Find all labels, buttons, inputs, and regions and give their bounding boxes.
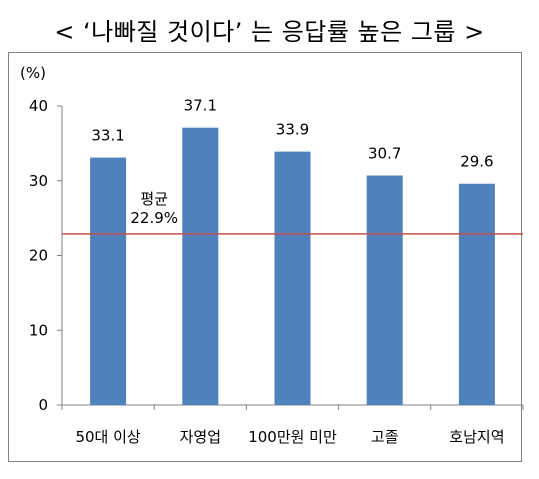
average-label-title: 평균 [140,190,168,208]
data-label: 30.7 [368,145,401,163]
bar [274,151,311,405]
bar [366,175,403,405]
chart-title: < ‘나빠질 것이다’ 는 응답률 높은 그룹 > [54,18,485,46]
chart-frame [8,52,522,462]
bar [182,127,219,406]
data-label: 33.9 [276,121,309,139]
x-category-label: 호남지역 [449,428,504,446]
y-tick-label: 20 [29,247,48,265]
y-tick-label: 10 [29,321,48,339]
y-tick-label: 40 [29,97,48,115]
x-category-label: 자영업 [180,428,221,446]
x-category-label: 100만원 미만 [248,428,337,446]
average-label-value: 22.9% [130,209,178,227]
y-tick-label: 0 [38,396,48,414]
x-category-label: 고졸 [371,428,399,446]
data-label: 37.1 [184,97,217,115]
bar [90,157,127,405]
y-axis-unit-label: (%) [20,64,46,82]
data-label: 29.6 [460,153,493,171]
data-label: 33.1 [91,127,124,145]
x-category-label: 50대 이상 [75,428,140,446]
y-tick-label: 30 [29,172,48,190]
bar [458,183,495,405]
